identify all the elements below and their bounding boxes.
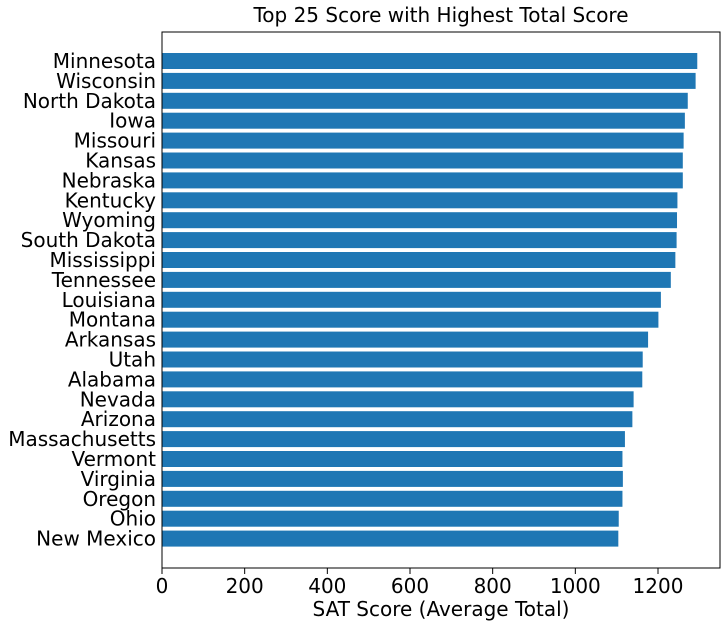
- category-label: Vermont: [71, 447, 156, 471]
- category-label: Louisiana: [62, 288, 156, 312]
- bar: [162, 172, 683, 189]
- x-tick-label: 400: [308, 574, 346, 598]
- bar: [162, 351, 643, 368]
- x-tick-label: 1000: [550, 574, 601, 598]
- category-label: Oregon: [83, 487, 156, 511]
- bar: [162, 490, 623, 507]
- bar: [162, 92, 688, 109]
- plot-frame: [161, 31, 721, 569]
- bar: [162, 72, 696, 89]
- x-axis-ticks: 0 200 400 600 800 1000 1200: [156, 568, 684, 598]
- bar: [162, 53, 698, 69]
- chart-title: Top 25 Score with Highest Total Score: [252, 3, 628, 27]
- category-label: South Dakota: [21, 228, 156, 252]
- x-axis-label: SAT Score (Average Total): [313, 597, 570, 621]
- bar: [162, 291, 661, 308]
- category-label: Utah: [109, 348, 156, 372]
- category-label: Iowa: [109, 109, 156, 133]
- bar: [162, 530, 619, 547]
- category-label: Arizona: [81, 407, 156, 431]
- category-label: Virginia: [81, 467, 156, 491]
- bar: [162, 411, 633, 428]
- bar: [162, 391, 634, 408]
- x-tick-label: 600: [391, 574, 429, 598]
- x-tick-label: 200: [226, 574, 264, 598]
- x-tick-label: 1200: [633, 574, 684, 598]
- category-label: Nevada: [80, 387, 156, 411]
- category-label: Minnesota: [53, 49, 156, 73]
- bar: [162, 451, 623, 467]
- bar: [162, 152, 683, 169]
- category-label: Arkansas: [65, 328, 156, 352]
- category-label: Montana: [69, 308, 156, 332]
- category-label: Tennessee: [51, 268, 156, 292]
- bar: [162, 192, 678, 209]
- category-label: Wisconsin: [56, 69, 156, 93]
- category-label: Ohio: [110, 507, 156, 531]
- bar: [162, 132, 684, 149]
- bar: [162, 232, 677, 249]
- bars-group: [162, 53, 698, 547]
- bar: [162, 510, 619, 527]
- bar: [162, 331, 649, 348]
- category-label: North Dakota: [23, 89, 156, 113]
- category-label: Alabama: [68, 367, 156, 391]
- bar: [162, 431, 625, 448]
- bar: [162, 311, 659, 328]
- category-label: Nebraska: [62, 168, 156, 192]
- category-label: Kentucky: [65, 188, 156, 212]
- bar: [162, 252, 676, 268]
- bar: [162, 112, 685, 129]
- x-tick-label: 800: [474, 574, 512, 598]
- bar: [162, 470, 623, 487]
- category-label: Missouri: [74, 129, 156, 153]
- bar: [162, 271, 671, 288]
- bar: [162, 212, 678, 229]
- category-label: Kansas: [85, 149, 156, 173]
- category-label: New Mexico: [36, 527, 156, 551]
- category-label: Massachusetts: [8, 427, 156, 451]
- category-label: Mississippi: [49, 248, 156, 272]
- x-tick-label: 0: [156, 574, 169, 598]
- bar: [162, 371, 643, 388]
- category-label: Wyoming: [62, 208, 156, 232]
